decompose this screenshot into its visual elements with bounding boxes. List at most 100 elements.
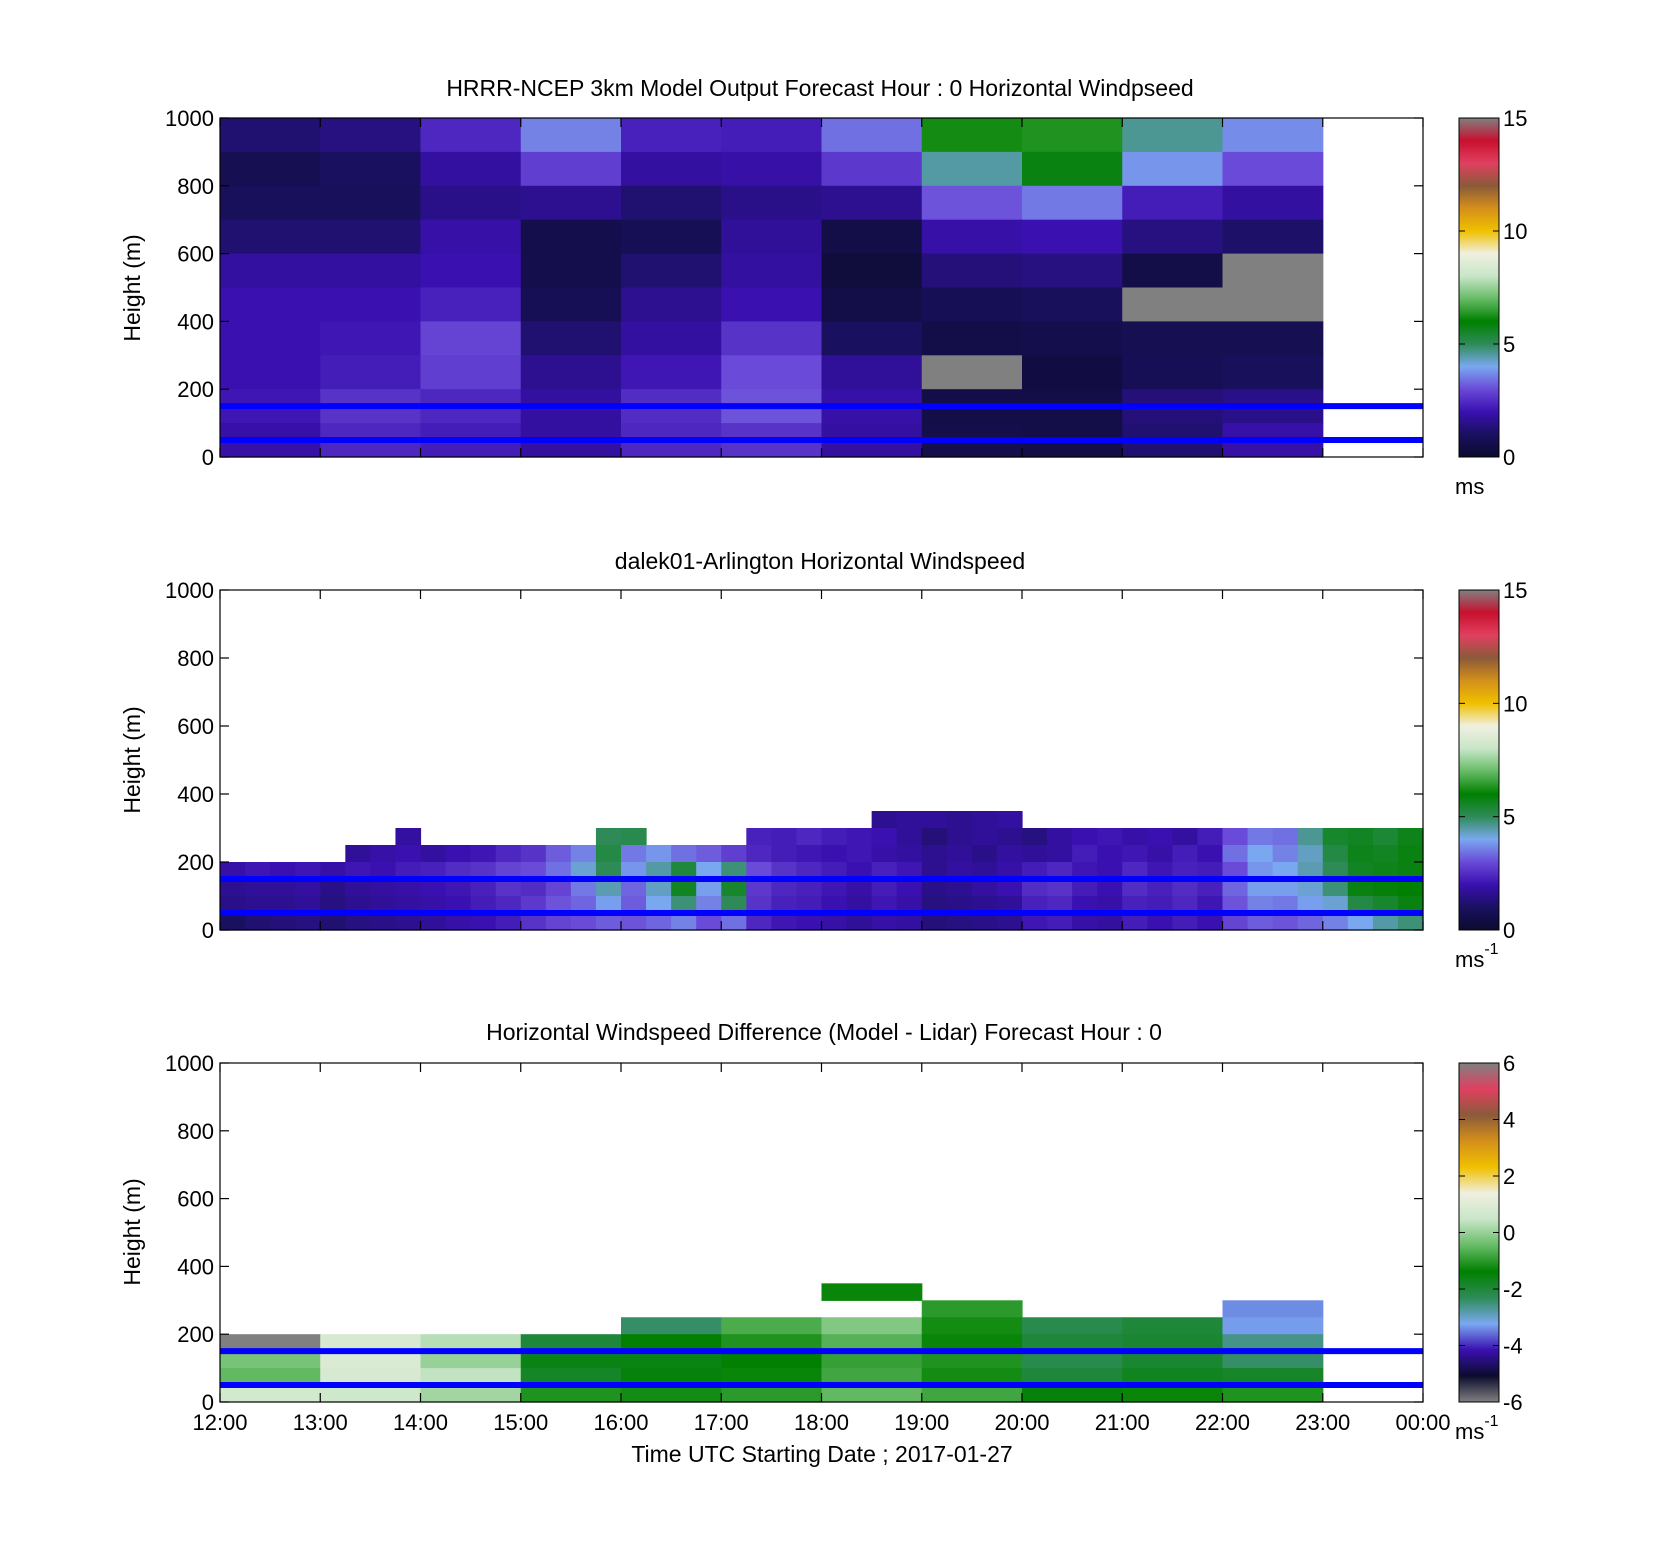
heatmap-cell — [1222, 1385, 1324, 1403]
panel-lidar: dalek01-Arlington Horizontal Windspeed 0… — [119, 548, 1527, 972]
heatmap-cell — [1322, 896, 1349, 914]
heatmap-cell — [821, 355, 923, 390]
colorbar-tick-label: 4 — [1503, 1108, 1515, 1133]
heatmap-cell — [320, 879, 346, 897]
heatmap-cell — [746, 913, 772, 931]
heatmap-cell — [746, 845, 772, 863]
heatmap-cell — [1022, 1368, 1123, 1386]
heatmap-cell — [1147, 845, 1173, 863]
y-tick-label: 400 — [177, 782, 214, 807]
heatmap-cell — [771, 913, 798, 931]
heatmap-cell — [796, 896, 823, 914]
heatmap-cell — [470, 913, 497, 931]
heatmap-cell — [621, 355, 722, 390]
x-tick-label: 21:00 — [1095, 1410, 1150, 1435]
heatmap-cell — [370, 845, 397, 863]
panel-lidar-colorbar: 0 5 10 15 ms-1 — [1455, 578, 1527, 972]
heatmap-cell — [896, 828, 923, 846]
heatmap-cell — [1047, 896, 1073, 914]
heatmap-cell — [1122, 287, 1224, 322]
heatmap-cell — [946, 862, 973, 880]
heatmap-cell — [1022, 845, 1048, 863]
heatmap-cell — [721, 253, 823, 289]
panel-diff-xticks — [219, 1063, 1424, 1402]
colorbar-tick-label: 5 — [1503, 805, 1515, 830]
heatmap-cell — [971, 845, 998, 863]
heatmap-cell — [595, 828, 622, 846]
heatmap-cell — [1122, 879, 1148, 897]
heatmap-cell — [1397, 862, 1424, 880]
heatmap-cell — [621, 1385, 722, 1403]
heatmap-cell — [220, 253, 321, 289]
heatmap-cell — [646, 913, 672, 931]
heatmap-cell — [320, 896, 346, 914]
heatmap-cell — [595, 896, 622, 914]
heatmap-cell — [1122, 862, 1148, 880]
heatmap-cell — [721, 321, 823, 356]
panel-diff-title: Horizontal Windspeed Difference (Model -… — [486, 1019, 1162, 1045]
heatmap-cell — [871, 896, 898, 914]
heatmap-cell — [996, 879, 1023, 897]
heatmap-cell — [1347, 828, 1374, 846]
heatmap-cell — [1222, 219, 1324, 255]
heatmap-cell — [1147, 828, 1173, 846]
heatmap-cell — [520, 151, 622, 187]
heatmap-cell — [821, 151, 923, 187]
panel-diff-colorbar: -6 -4 -2 0 2 4 6 ms-1 — [1455, 1051, 1523, 1444]
heatmap-cell — [420, 1351, 522, 1369]
heatmap-cell — [1222, 1368, 1324, 1386]
heatmap-cell — [846, 879, 873, 897]
heatmap-cell — [1022, 1334, 1123, 1352]
heatmap-cell — [320, 253, 422, 289]
heatmap-cell — [996, 896, 1023, 914]
heatmap-cell — [520, 896, 547, 914]
panel-model-title: HRRR-NCEP 3km Model Output Forecast Hour… — [446, 75, 1193, 101]
heatmap-cell — [821, 913, 848, 931]
heatmap-cell — [1222, 1300, 1324, 1318]
heatmap-cell — [1022, 219, 1123, 255]
heatmap-cell — [771, 879, 798, 897]
heatmap-cell — [946, 896, 973, 914]
heatmap-cell — [1172, 896, 1199, 914]
x-tick-label: 15:00 — [493, 1410, 548, 1435]
heatmap-cell — [821, 321, 923, 356]
heatmap-cell — [896, 862, 923, 880]
heatmap-cell — [220, 913, 246, 931]
heatmap-cell — [1247, 862, 1274, 880]
heatmap-cell — [1247, 913, 1274, 931]
heatmap-cell — [821, 896, 848, 914]
heatmap-cell — [1122, 151, 1224, 187]
heatmap-cell — [821, 1317, 923, 1335]
heatmap-cell — [1022, 862, 1048, 880]
heatmap-cell — [621, 321, 722, 356]
heatmap-cell — [921, 185, 1023, 221]
heatmap-cell — [1197, 845, 1224, 863]
heatmap-cell — [696, 913, 722, 931]
panel-diff: Horizontal Windspeed Difference (Model -… — [119, 1019, 1523, 1444]
heatmap-cell — [1222, 862, 1249, 880]
heatmap-cell — [245, 913, 271, 931]
heatmap-cell — [646, 896, 672, 914]
y-tick-label: 0 — [202, 918, 214, 943]
heatmap-cell — [1397, 845, 1424, 863]
heatmap-cell — [1297, 845, 1324, 863]
heatmap-cell — [220, 118, 321, 153]
y-tick-label: 0 — [202, 1390, 214, 1415]
colorbar-unit-exponent: -1 — [1484, 1413, 1498, 1430]
heatmap-cell — [520, 253, 622, 289]
panel-diff-cells — [220, 1283, 1324, 1403]
heatmap-cell — [996, 862, 1023, 880]
heatmap-cell — [1222, 1351, 1324, 1369]
heatmap-cell — [846, 896, 873, 914]
heatmap-cell — [721, 1334, 823, 1352]
heatmap-cell — [420, 862, 447, 880]
heatmap-cell — [370, 879, 397, 897]
heatmap-cell — [1022, 828, 1048, 846]
heatmap-cell — [721, 287, 823, 322]
colorbar-unit: ms — [1455, 474, 1484, 499]
heatmap-cell — [821, 845, 848, 863]
heatmap-cell — [320, 862, 346, 880]
heatmap-cell — [746, 862, 772, 880]
heatmap-cell — [921, 879, 948, 897]
x-tick-labels: 12:00 13:00 14:00 15:00 16:00 17:00 18:00 19:00… — [192, 1410, 1450, 1435]
